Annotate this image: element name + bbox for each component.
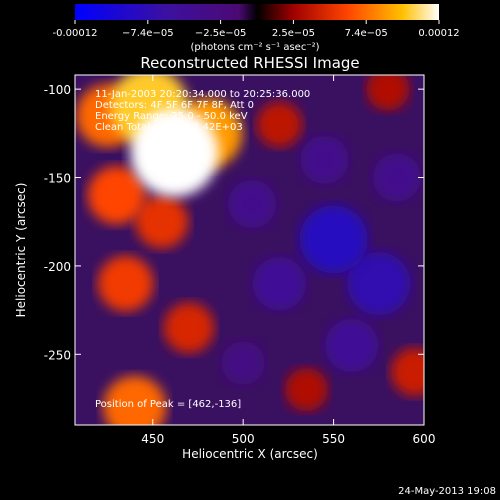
y-tick-label: -200 xyxy=(44,260,71,274)
x-tick-label: 550 xyxy=(322,432,345,446)
heatmap-source xyxy=(130,108,219,197)
colorbar-tick-label: 2.5e−05 xyxy=(272,28,315,39)
heatmap-source xyxy=(252,257,306,311)
plot-frame xyxy=(74,74,425,426)
heatmap-source xyxy=(135,195,189,249)
heatmap-source xyxy=(163,302,215,354)
heatmap-source xyxy=(300,135,349,184)
annotation-method: Clean Total counts: 3.42E+03 xyxy=(95,122,243,133)
colorbar-tick-label: 0.00012 xyxy=(418,28,459,39)
colorbar-ticks: -0.00012 −7.4e−05 −2.5e−05 2.5e−05 7.4e−05 0.… xyxy=(53,20,460,39)
heatmap-source xyxy=(221,341,265,385)
colorbar-tick-label: −7.4e−05 xyxy=(122,28,174,39)
axes-ticks: 450 500 550 600 -100 -150 -200 -250 xyxy=(44,75,436,446)
heatmap-source xyxy=(325,318,379,372)
heatmap-sources xyxy=(76,75,424,425)
y-axis-label: Heliocentric Y (arcsec) xyxy=(14,183,28,318)
colorbar-tick-label: -0.00012 xyxy=(53,28,98,39)
colorbar xyxy=(75,4,439,20)
heatmap-source xyxy=(284,368,328,412)
x-tick-label: 600 xyxy=(413,432,436,446)
footer-timestamp: 24-May-2013 19:08 xyxy=(398,486,496,497)
annotation-detectors: Detectors: 4F 5F 6F 7F 8F, Att 0 xyxy=(95,100,254,111)
colorbar-tick-label: −2.5e−05 xyxy=(195,28,247,39)
heatmap-source xyxy=(347,252,411,316)
y-tick-label: -250 xyxy=(44,348,71,362)
heatmap-source xyxy=(228,180,277,229)
heatmap-source xyxy=(103,375,167,425)
heatmap-source xyxy=(372,153,421,202)
heatmap-source xyxy=(87,166,146,225)
heatmap-source xyxy=(390,347,424,396)
x-tick-label: 500 xyxy=(232,432,255,446)
y-tick-label: -150 xyxy=(44,172,71,186)
annotation-peak: Position of Peak = [462,-136] xyxy=(95,399,241,410)
colorbar-unit-label: (photons cm⁻² s⁻¹ asec⁻²) xyxy=(190,42,319,53)
heatmap-source xyxy=(299,205,368,274)
chart-title: Reconstructed RHESSI Image xyxy=(140,54,359,72)
colorbar-tick-label: 7.4e−05 xyxy=(345,28,388,39)
annotation-energy: Energy Range: 25.0 - 50.0 keV xyxy=(95,111,248,122)
x-tick-label: 450 xyxy=(141,432,164,446)
heatmap-source xyxy=(97,255,154,312)
x-axis-label: Heliocentric X (arcsec) xyxy=(182,447,318,461)
heatmap-source xyxy=(256,101,303,148)
annotation-time: 11-Jan-2003 20:20:34.000 to 20:25:36.000 xyxy=(95,89,310,100)
y-tick-label: -100 xyxy=(44,83,71,97)
heatmap-source xyxy=(366,75,410,111)
